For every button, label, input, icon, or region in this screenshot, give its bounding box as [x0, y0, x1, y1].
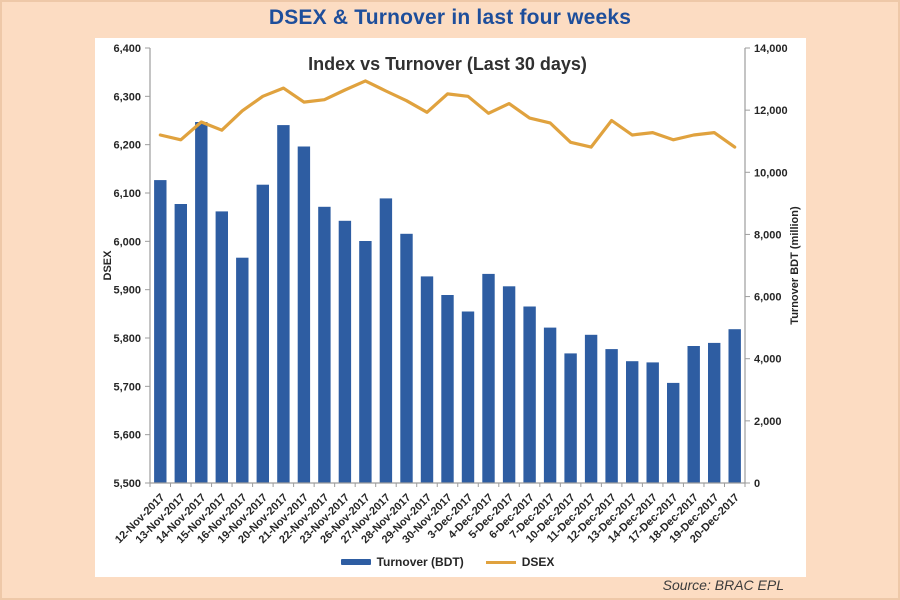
turnover-bar — [195, 122, 208, 483]
turnover-bar — [461, 311, 475, 483]
legend-item-dsex: DSEX — [485, 555, 555, 569]
left-axis-tick-label: 6,200 — [113, 140, 141, 152]
turnover-bar — [584, 334, 598, 483]
left-axis-tick-label: 5,900 — [113, 285, 141, 297]
turnover-swatch — [340, 559, 371, 565]
turnover-bar — [256, 184, 269, 483]
turnover-bar — [359, 241, 372, 483]
turnover-bar — [297, 146, 311, 483]
turnover-bar — [646, 362, 659, 483]
left-axis-tick-label: 5,500 — [113, 478, 141, 490]
left-axis-tick-label: 6,100 — [113, 188, 141, 200]
turnover-bar — [667, 382, 680, 483]
turnover-bar — [400, 233, 413, 483]
dsex-swatch — [485, 560, 516, 564]
legend-item-turnover: Turnover (BDT) — [340, 555, 464, 569]
right-axis-tick-label: 2,000 — [754, 416, 782, 428]
chart-legend: Turnover (BDT) DSEX — [95, 555, 800, 569]
turnover-bar — [174, 204, 187, 483]
chart-title: Index vs Turnover (Last 30 days) — [308, 54, 587, 74]
turnover-bar — [318, 206, 331, 484]
right-axis-tick-label: 0 — [754, 478, 760, 490]
right-axis-title: Turnover BDT (million) — [789, 206, 801, 325]
turnover-bar — [543, 327, 557, 483]
chart-panel: 5,500 5,600 5,700 5,800 5,900 6,000 6,100 6,200… — [95, 38, 806, 577]
left-axis-tick-label: 6,000 — [113, 236, 141, 248]
left-axis-tick-label: 6,400 — [113, 43, 141, 55]
right-axis-tick-label: 12,000 — [754, 105, 788, 117]
turnover-bar — [523, 306, 536, 483]
turnover-bar — [605, 349, 618, 483]
left-axis-tick-label: 5,700 — [113, 381, 141, 393]
turnover-bar — [728, 329, 741, 483]
turnover-bar — [215, 211, 228, 483]
left-axis-tick-label: 5,600 — [113, 430, 141, 442]
turnover-bar — [154, 180, 167, 483]
right-axis-tick-label: 14,000 — [754, 43, 788, 55]
right-axis-tick-label: 10,000 — [754, 167, 788, 179]
left-axis-title: DSEX — [102, 250, 114, 281]
turnover-bar — [687, 346, 700, 483]
right-axis-tick-label: 8,000 — [754, 229, 782, 241]
turnover-bar — [277, 125, 290, 483]
right-axis-tick-label: 6,000 — [754, 292, 782, 304]
turnover-bar — [338, 220, 352, 484]
right-axis-tick-label: 4,000 — [754, 354, 782, 366]
source-text: Source: BRAC EPL — [662, 577, 784, 593]
turnover-bar — [564, 353, 577, 483]
left-axis-tick-label: 5,800 — [113, 333, 141, 345]
turnover-bar — [482, 273, 495, 483]
turnover-bar — [236, 257, 249, 483]
turnover-bar — [626, 361, 639, 483]
dsex-line — [158, 79, 737, 149]
page-title: DSEX & Turnover in last four weeks — [268, 6, 632, 29]
chart-plot: 5,500 5,600 5,700 5,800 5,900 6,000 6,100 6,200… — [102, 43, 801, 546]
legend-label-turnover: Turnover (BDT) — [376, 555, 464, 569]
legend-label-dsex: DSEX — [521, 555, 555, 569]
turnover-bar — [420, 276, 434, 483]
left-axis-tick-label: 6,300 — [113, 91, 141, 103]
turnover-bar — [502, 286, 516, 483]
turnover-bar — [379, 198, 393, 483]
turnover-bar — [708, 342, 721, 483]
turnover-bar — [441, 295, 454, 483]
